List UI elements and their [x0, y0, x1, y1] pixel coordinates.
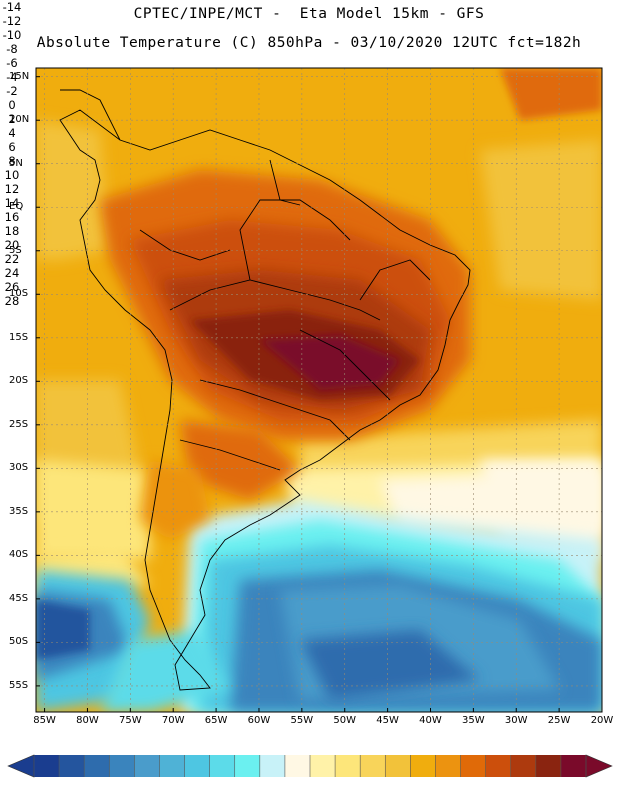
colorbar-label: -14	[2, 0, 22, 14]
lat-label: 35S	[9, 505, 29, 517]
colorbar-swatch	[485, 755, 512, 777]
lon-label: 80W	[76, 715, 99, 726]
colorbar-label: -4	[6, 70, 18, 84]
lat-label: 30S	[9, 462, 29, 474]
lon-label: 35W	[462, 715, 485, 726]
lat-label: 55S	[9, 679, 29, 691]
colorbar-swatch	[209, 755, 236, 777]
lon-label: 20W	[590, 715, 614, 726]
colorbar-label: 2	[8, 112, 16, 126]
lon-label: 85W	[33, 715, 56, 726]
colorbar-label: 24	[4, 266, 20, 280]
title-line-1: CPTEC/INPE/MCT - Eta Model 15km - GFS	[133, 6, 485, 22]
colorbar-swatch	[184, 755, 211, 777]
colorbar-over-arrow	[585, 754, 613, 778]
colorbar-label: -10	[2, 28, 22, 42]
colorbar-label: 6	[8, 140, 16, 154]
colorbar-swatch	[234, 755, 261, 777]
lat-label: 10N	[9, 114, 30, 126]
colorbar-label: 28	[4, 294, 20, 308]
colorbar-swatch	[535, 755, 562, 777]
lat-label: 25S	[9, 418, 29, 430]
colorbar-swatch	[560, 755, 587, 777]
coastlines	[59, 89, 471, 691]
lon-label: 40W	[419, 715, 442, 726]
colorbar-swatch	[360, 755, 386, 777]
lon-label: 60W	[247, 715, 271, 726]
colorbar-label: 8	[8, 154, 16, 168]
colorbar-swatch	[510, 755, 537, 777]
lat-label: 10S	[9, 288, 29, 300]
colorbar-swatch	[284, 755, 311, 777]
colorbar-label: 4	[8, 126, 16, 140]
lon-label: 65W	[204, 715, 228, 726]
colorbar-swatch	[435, 755, 462, 777]
lon-label: 50W	[333, 715, 357, 726]
axis-ticks	[36, 76, 603, 712]
lon-label: 45W	[376, 715, 399, 726]
colorbar-label: 10	[4, 168, 20, 182]
colorbar-label: 0	[8, 98, 16, 112]
temperature-field	[36, 68, 602, 712]
colorbar-swatch	[159, 755, 186, 777]
colorbar-swatch	[385, 755, 411, 777]
lat-label: EQ	[9, 201, 24, 213]
lon-label: 75W	[119, 715, 142, 726]
lat-label: 20S	[9, 375, 29, 387]
colorbar	[7, 754, 613, 778]
colorbar-swatch	[34, 755, 60, 777]
colorbar-label: -2	[6, 84, 18, 98]
colorbar-label: 26	[4, 280, 20, 294]
lon-label: 25W	[547, 715, 571, 726]
colorbar-label: -6	[6, 56, 18, 70]
colorbar-under-arrow	[7, 754, 35, 778]
lat-label: 5N	[9, 157, 23, 169]
title-line-2: Absolute Temperature (C) 850hPa - 03/10/…	[36, 35, 582, 51]
colorbar-label: -12	[2, 14, 22, 28]
lat-label: 50S	[9, 636, 29, 648]
colorbar-label: 16	[4, 210, 20, 224]
lat-label: 45S	[9, 592, 29, 604]
lat-label: 15S	[9, 331, 29, 343]
colorbar-label: 18	[4, 224, 20, 238]
colorbar-swatch	[310, 755, 336, 777]
lon-label: 55W	[290, 715, 314, 726]
graticule	[36, 68, 602, 712]
colorbar-label: 12	[4, 182, 20, 196]
map-frame	[35, 67, 603, 713]
lat-label: 40S	[9, 549, 29, 561]
lat-label: 5S	[9, 244, 22, 256]
lon-label: 30W	[504, 715, 528, 726]
lat-label: 15N	[9, 70, 30, 82]
colorbar-swatch	[410, 755, 436, 777]
colorbar-swatch	[84, 755, 110, 777]
colorbar-swatch	[335, 755, 361, 777]
colorbar-swatch	[259, 755, 286, 777]
colorbar-label: 14	[4, 196, 20, 210]
lon-label: 70W	[161, 715, 185, 726]
colorbar-swatch	[134, 755, 160, 777]
colorbar-label: 20	[4, 238, 20, 252]
colorbar-label: -8	[6, 42, 18, 56]
colorbar-label: 22	[4, 252, 20, 266]
colorbar-swatch	[109, 755, 135, 777]
colorbar-swatch	[59, 755, 85, 777]
colorbar-swatch	[460, 755, 487, 777]
